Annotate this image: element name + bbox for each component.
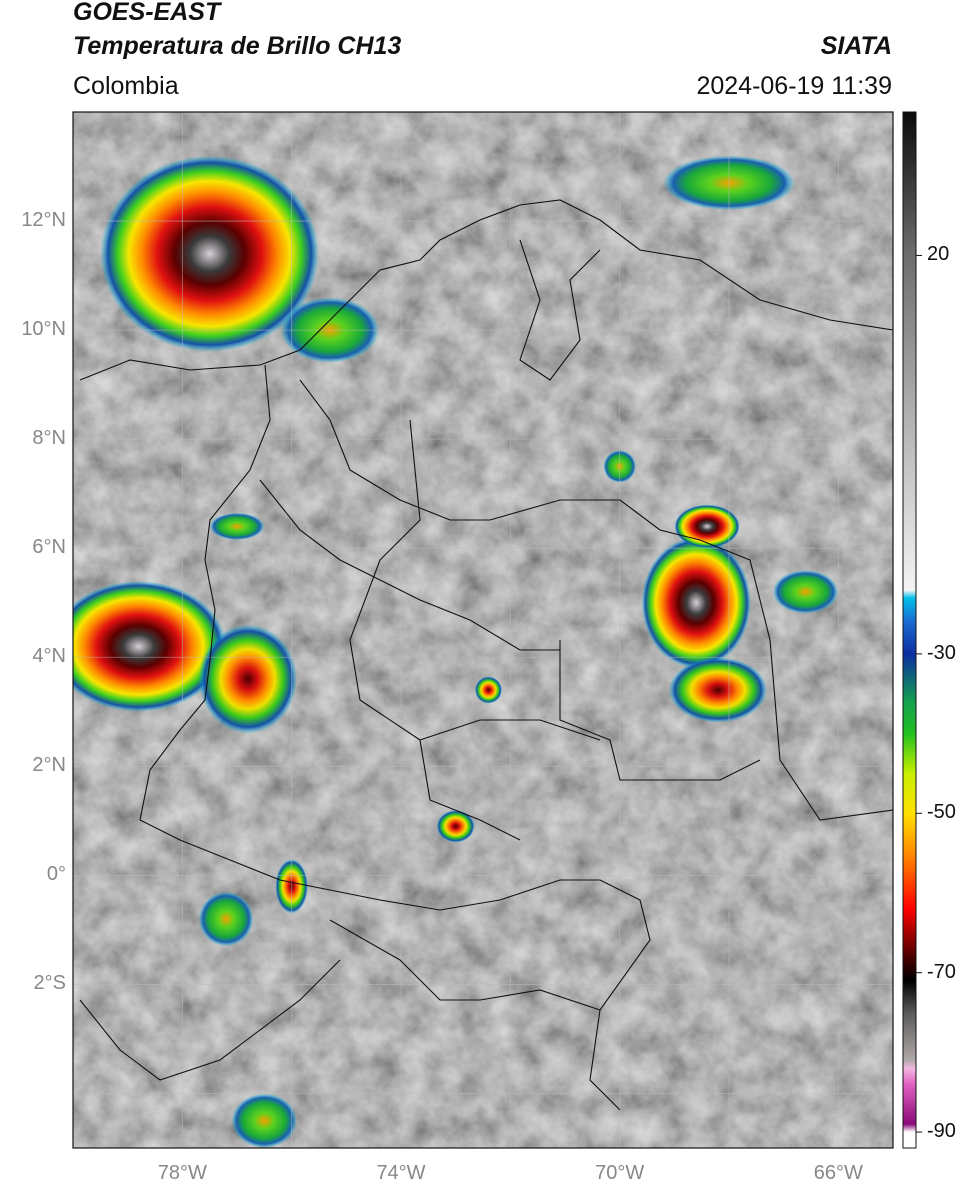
convective-cell bbox=[100, 155, 319, 352]
border-line bbox=[489, 499, 893, 821]
convective-cell bbox=[772, 570, 839, 614]
map-frame bbox=[72, 111, 894, 1149]
convective-cell bbox=[73, 580, 227, 712]
border-line bbox=[329, 919, 601, 1011]
convective-cell bbox=[231, 1093, 298, 1148]
longitude-tick-label: 66°W bbox=[813, 1162, 863, 1184]
convective-cell bbox=[674, 504, 740, 549]
organization-name: SIATA bbox=[820, 32, 892, 60]
border-line bbox=[419, 719, 601, 741]
colorbar-tick-label: 20 bbox=[927, 243, 950, 266]
border-line bbox=[349, 419, 521, 841]
latitude-tick-label: 4°N bbox=[32, 645, 66, 668]
longitude-tick-label: 74°W bbox=[376, 1162, 426, 1184]
border-line bbox=[519, 239, 601, 381]
border-line bbox=[79, 199, 893, 381]
latitude-tick-label: 2°N bbox=[32, 754, 66, 777]
border-line bbox=[559, 640, 761, 781]
longitude-tick-label: 70°W bbox=[595, 1162, 645, 1184]
latitude-tick-label: 8°N bbox=[32, 427, 66, 450]
latitude-tick-label: 0° bbox=[46, 863, 66, 886]
colorbar-tick-label: -90 bbox=[927, 1120, 956, 1143]
colorbar-tick-label: -70 bbox=[927, 960, 956, 983]
colorbar-tick-label: -50 bbox=[927, 801, 956, 824]
convective-cell bbox=[436, 809, 475, 843]
latitude-tick-label: 2°S bbox=[33, 972, 66, 995]
convective-cell bbox=[641, 537, 751, 669]
region-name: Colombia bbox=[73, 72, 179, 100]
latitude-tick-label: 12°N bbox=[21, 209, 66, 232]
convective-cell bbox=[474, 676, 503, 704]
product-title: Temperatura de Brillo CH13 bbox=[73, 32, 402, 60]
border-line bbox=[139, 364, 651, 1111]
convective-cell bbox=[668, 657, 768, 723]
border-line bbox=[259, 479, 560, 651]
convective-cell bbox=[209, 512, 265, 541]
timestamp: 2024-06-19 11:39 bbox=[696, 72, 892, 100]
convective-cell bbox=[198, 624, 298, 734]
colorbar bbox=[902, 111, 917, 1149]
colorbar-tick-label: -30 bbox=[927, 641, 956, 664]
latitude-tick-label: 6°N bbox=[32, 536, 66, 559]
border-line bbox=[79, 959, 341, 1081]
latitude-tick-label: 10°N bbox=[21, 318, 66, 341]
border-line bbox=[299, 379, 490, 521]
convective-cell bbox=[198, 891, 254, 947]
longitude-tick-label: 78°W bbox=[157, 1162, 207, 1184]
satellite-name: GOES-EAST bbox=[73, 0, 221, 26]
